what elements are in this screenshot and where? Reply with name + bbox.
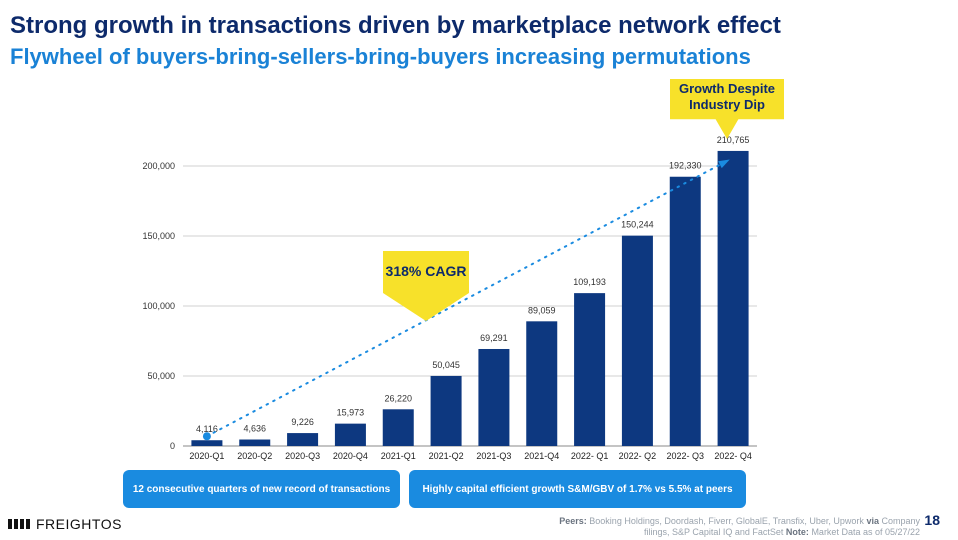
- y-tick-label: 200,000: [142, 161, 175, 171]
- bar-value-label: 89,059: [528, 305, 556, 315]
- bar-value-label: 50,045: [432, 360, 460, 370]
- trendline-arrowhead: [718, 159, 730, 169]
- bar: [669, 176, 701, 446]
- x-tick-label: 2021-Q4: [524, 451, 559, 461]
- logo-text: FREIGHTOS: [36, 516, 122, 532]
- cagr-trendline: [205, 159, 729, 438]
- note-text: Market Data as of 05/27/22: [811, 527, 920, 537]
- bar: [526, 321, 558, 446]
- x-tick-label: 2020-Q2: [237, 451, 272, 461]
- bar-value-label: 192,330: [669, 161, 702, 171]
- bar-value-label: 4,636: [243, 424, 266, 434]
- x-tick-label: 2021-Q1: [381, 451, 416, 461]
- bar: [574, 293, 606, 446]
- sources-text: filings, S&P Capital IQ and FactSet: [644, 527, 784, 537]
- via-label: via: [866, 516, 879, 526]
- bar: [621, 235, 653, 446]
- x-tick-label: 2022- Q4: [714, 451, 752, 461]
- via-text: Company: [881, 516, 920, 526]
- x-tick-label: 2022- Q1: [571, 451, 609, 461]
- bar: [287, 433, 319, 446]
- bar: [191, 440, 223, 446]
- x-tick-label: 2021-Q2: [429, 451, 464, 461]
- bar-value-label: 69,291: [480, 333, 508, 343]
- note-label: Note:: [785, 527, 809, 537]
- freightos-logo-icon: [8, 519, 32, 529]
- page-title: Strong growth in transactions driven by …: [10, 12, 781, 39]
- bar: [382, 409, 414, 446]
- y-tick-label: 0: [170, 441, 175, 451]
- x-tick-label: 2020-Q1: [189, 451, 224, 461]
- trendline-start-dot: [202, 432, 211, 441]
- efficiency-pill: Highly capital efficient growth S&M/GBV …: [409, 470, 746, 508]
- bar-value-label: 150,244: [621, 220, 654, 230]
- page-number: 18: [924, 512, 940, 528]
- bar-value-label: 4,116: [196, 424, 218, 434]
- growth-callout-line1: Growth Despite: [678, 81, 776, 96]
- x-tick-label: 2022- Q3: [666, 451, 704, 461]
- x-tick-label: 2020-Q3: [285, 451, 320, 461]
- bar-value-label: 15,973: [337, 408, 365, 418]
- bar: [717, 150, 749, 446]
- peers-text: Booking Holdings, Doordash, Fiverr, Glob…: [589, 516, 864, 526]
- growth-callout-line2: Industry Dip: [689, 97, 765, 112]
- y-tick-label: 100,000: [142, 301, 175, 311]
- bar-value-label: 210,765: [717, 135, 750, 145]
- footnote: Peers: Booking Holdings, Doordash, Fiver…: [559, 516, 920, 538]
- records-pill: 12 consecutive quarters of new record of…: [123, 470, 400, 508]
- y-tick-label: 50,000: [147, 371, 175, 381]
- x-tick-label: 2022- Q2: [619, 451, 657, 461]
- freightos-logo: FREIGHTOS: [8, 516, 122, 532]
- bar: [334, 423, 366, 446]
- bar-value-label: 9,226: [291, 417, 314, 427]
- bar: [239, 439, 271, 446]
- bar: [478, 348, 510, 446]
- page-subtitle: Flywheel of buyers-bring-sellers-bring-b…: [10, 44, 751, 69]
- bar-value-label: 109,193: [573, 277, 606, 287]
- peers-label: Peers:: [559, 516, 587, 526]
- bar-value-label: 26,220: [384, 393, 412, 403]
- y-tick-label: 150,000: [142, 231, 175, 241]
- x-tick-label: 2021-Q3: [476, 451, 511, 461]
- x-tick-label: 2020-Q4: [333, 451, 368, 461]
- bar: [430, 375, 462, 446]
